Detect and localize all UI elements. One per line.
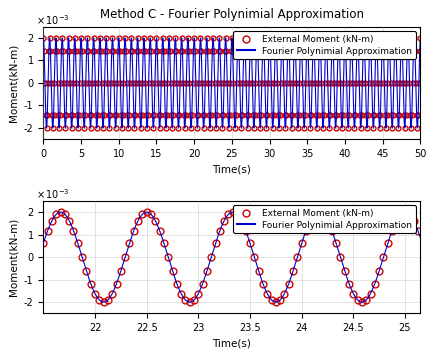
Legend: External Moment (kN-m), Fourier Polynimial Approximation: External Moment (kN-m), Fourier Polynimi…	[233, 205, 415, 233]
X-axis label: Time(s): Time(s)	[212, 165, 251, 175]
Y-axis label: Moment(kN-m): Moment(kN-m)	[8, 218, 18, 296]
Text: $\times\,10^{-3}$: $\times\,10^{-3}$	[36, 13, 69, 27]
Title: Method C - Fourier Polynimial Approximation: Method C - Fourier Polynimial Approximat…	[100, 8, 363, 21]
Y-axis label: Moment(kN-m): Moment(kN-m)	[8, 44, 18, 122]
Legend: External Moment (kN-m), Fourier Polynimial Approximation: External Moment (kN-m), Fourier Polynimi…	[233, 31, 415, 59]
X-axis label: Time(s): Time(s)	[212, 339, 251, 349]
Text: $\times\,10^{-3}$: $\times\,10^{-3}$	[36, 187, 69, 201]
